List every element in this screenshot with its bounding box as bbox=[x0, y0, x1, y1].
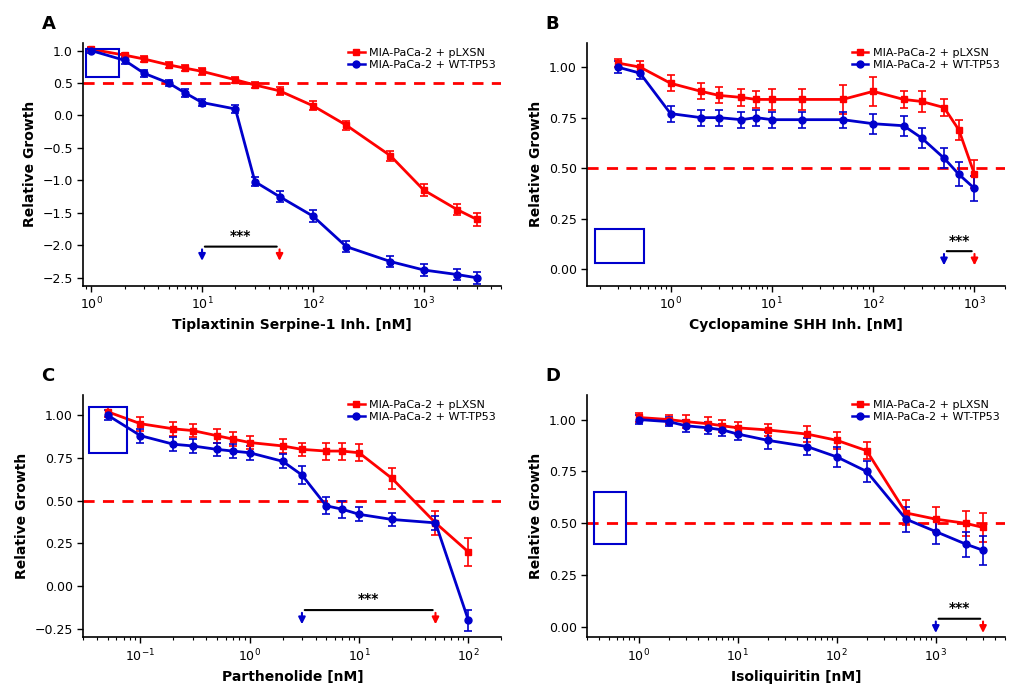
X-axis label: Isoliquiritin [nM]: Isoliquiritin [nM] bbox=[730, 670, 860, 684]
Legend: MIA-PaCa-2 + pLXSN, MIA-PaCa-2 + WT-TP53: MIA-PaCa-2 + pLXSN, MIA-PaCa-2 + WT-TP53 bbox=[343, 396, 499, 426]
X-axis label: Cyclopamine SHH Inh. [nM]: Cyclopamine SHH Inh. [nM] bbox=[689, 318, 902, 332]
Text: C: C bbox=[42, 367, 55, 385]
Text: ***: *** bbox=[358, 593, 379, 607]
Y-axis label: Relative Growth: Relative Growth bbox=[15, 453, 29, 579]
Y-axis label: Relative Growth: Relative Growth bbox=[529, 101, 542, 227]
X-axis label: Tiplaxtinin Serpine-1 Inh. [nM]: Tiplaxtinin Serpine-1 Inh. [nM] bbox=[172, 318, 412, 332]
Bar bbox=[86, 49, 119, 77]
Legend: MIA-PaCa-2 + pLXSN, MIA-PaCa-2 + WT-TP53: MIA-PaCa-2 + pLXSN, MIA-PaCa-2 + WT-TP53 bbox=[847, 396, 1003, 426]
Bar bbox=[594, 229, 644, 264]
Text: A: A bbox=[42, 15, 55, 33]
Text: B: B bbox=[545, 15, 558, 33]
Text: ***: *** bbox=[948, 233, 969, 247]
Text: ***: *** bbox=[230, 229, 252, 243]
Y-axis label: Relative Growth: Relative Growth bbox=[22, 101, 37, 227]
Y-axis label: Relative Growth: Relative Growth bbox=[529, 453, 542, 579]
Legend: MIA-PaCa-2 + pLXSN, MIA-PaCa-2 + WT-TP53: MIA-PaCa-2 + pLXSN, MIA-PaCa-2 + WT-TP53 bbox=[343, 44, 499, 75]
Legend: MIA-PaCa-2 + pLXSN, MIA-PaCa-2 + WT-TP53: MIA-PaCa-2 + pLXSN, MIA-PaCa-2 + WT-TP53 bbox=[847, 44, 1003, 75]
X-axis label: Parthenolide [nM]: Parthenolide [nM] bbox=[221, 670, 363, 684]
Bar bbox=[90, 407, 126, 453]
Text: ***: *** bbox=[948, 601, 969, 615]
Bar bbox=[593, 492, 626, 544]
Text: D: D bbox=[545, 367, 559, 385]
